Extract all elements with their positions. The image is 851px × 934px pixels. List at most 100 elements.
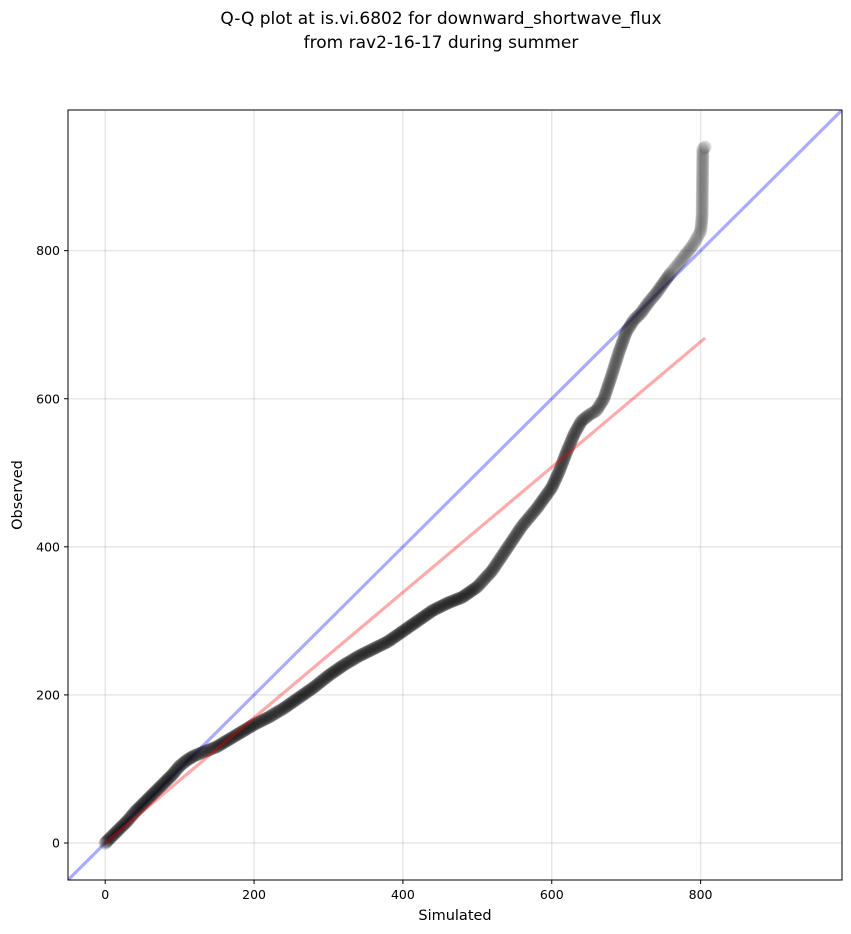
quantile-point	[204, 742, 218, 756]
quantile-point	[130, 802, 144, 816]
quantile-point	[313, 676, 327, 690]
quantile-point	[562, 440, 576, 454]
y-tick-label: 600	[36, 391, 60, 406]
quantile-point	[486, 562, 500, 576]
quantile-point	[260, 711, 274, 725]
quantile-point	[600, 381, 614, 395]
quantile-point	[118, 816, 132, 830]
quantile-point	[426, 604, 440, 617]
quantile-point	[696, 159, 710, 173]
quantile-point	[560, 445, 574, 459]
quantile-point	[396, 624, 410, 638]
quantile-point	[696, 153, 710, 167]
quantile-point	[668, 261, 682, 275]
quantile-point	[228, 729, 242, 743]
quantile-point	[577, 412, 591, 426]
quantile-point	[211, 739, 225, 753]
quantile-point	[241, 721, 255, 735]
quantile-point	[599, 387, 613, 401]
quantile-point	[153, 780, 167, 794]
quantile-point	[270, 705, 284, 719]
quantile-point	[600, 383, 614, 397]
quantile-point	[415, 611, 429, 625]
quantile-point	[355, 648, 369, 662]
quantile-point	[495, 549, 509, 563]
y-tick-label: 200	[36, 687, 60, 702]
quantile-point	[411, 614, 425, 628]
quantile-point	[483, 566, 497, 580]
quantile-point	[437, 598, 451, 612]
quantile-point	[695, 181, 709, 195]
quantile-point	[373, 639, 387, 653]
quantile-point	[399, 622, 413, 636]
quantile-point	[496, 548, 510, 562]
quantile-point	[560, 443, 574, 457]
fit-line	[104, 336, 707, 845]
quantile-point	[564, 434, 578, 448]
quantile-point	[597, 390, 611, 404]
quantile-point	[464, 584, 478, 598]
quantile-point	[351, 649, 365, 663]
quantile-point	[686, 238, 700, 252]
quantile-point	[665, 264, 679, 278]
quantile-point	[444, 595, 458, 609]
quantile-point	[201, 743, 215, 757]
quantile-point	[695, 190, 709, 204]
quantile-point	[546, 477, 560, 491]
quantile-point	[509, 529, 523, 543]
quantile-point	[467, 582, 481, 596]
quantile-point	[607, 362, 621, 376]
quantile-point	[455, 590, 469, 604]
quantile-point	[639, 298, 653, 312]
x-tick-label: 200	[242, 887, 266, 902]
quantile-point	[637, 301, 651, 315]
quantile-point	[689, 233, 703, 247]
quantile-point	[477, 573, 491, 587]
quantile-point	[217, 735, 231, 749]
quantile-point	[267, 707, 281, 721]
quantile-point	[163, 770, 177, 784]
quantile-point	[607, 360, 621, 374]
quantile-point	[621, 322, 635, 336]
quantile-point	[240, 722, 254, 736]
quantile-point	[504, 535, 518, 549]
quantile-point	[695, 175, 709, 189]
quantile-point	[104, 830, 118, 844]
quantile-point	[597, 392, 611, 406]
quantile-point	[262, 710, 276, 724]
quantile-point	[522, 510, 536, 524]
quantile-point	[460, 587, 474, 601]
quantile-point	[123, 811, 137, 825]
quantile-point	[369, 640, 383, 654]
quantile-point	[695, 174, 709, 188]
quantile-point	[323, 668, 337, 682]
quantile-point	[517, 516, 531, 530]
quantile-point	[696, 151, 710, 165]
quantile-point	[402, 620, 416, 634]
quantile-point	[243, 720, 257, 734]
quantile-point	[447, 593, 461, 607]
quantile-points	[98, 140, 712, 850]
quantile-point	[176, 757, 190, 771]
plot-area	[68, 110, 842, 880]
quantile-point	[533, 497, 547, 511]
quantile-point	[556, 454, 570, 468]
quantile-point	[543, 484, 557, 498]
quantile-point	[111, 824, 125, 838]
quantile-point	[127, 806, 141, 820]
quantile-point	[630, 310, 644, 324]
quantile-point	[589, 404, 603, 418]
quantile-point	[510, 527, 524, 541]
quantile-point	[237, 724, 251, 738]
quantile-point	[499, 543, 513, 557]
quantile-point	[283, 697, 297, 711]
quantile-point	[296, 688, 310, 702]
quantile-point	[610, 351, 624, 365]
quantile-point	[592, 399, 606, 413]
quantile-point	[278, 700, 292, 714]
quantile-point	[694, 224, 708, 238]
quantile-point	[225, 731, 239, 745]
quantile-point	[102, 832, 116, 846]
quantile-point	[397, 623, 411, 637]
quantile-point	[548, 472, 562, 486]
